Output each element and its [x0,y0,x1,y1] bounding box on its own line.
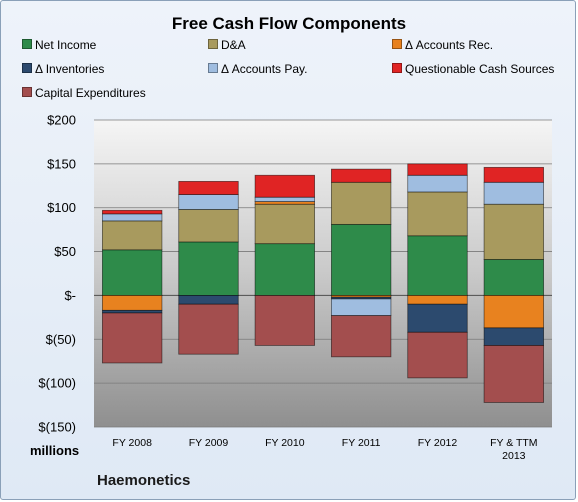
bar-segment [483,345,545,403]
legend-swatch [22,39,32,49]
legend-label: Questionable Cash Sources [405,62,555,76]
legend-swatch [392,39,402,49]
bar-segment [407,163,468,176]
bar-segment [483,295,545,329]
bar-segment [483,203,545,260]
bar-segment [254,174,316,198]
y-tick-label: $150 [47,156,76,171]
bar-segment [254,203,316,245]
bar-segment [101,220,163,251]
company-name: Haemonetics [97,472,191,489]
bar-segment [101,312,163,364]
bar-segment [407,174,468,193]
x-tick-label: FY 2008 [112,437,152,449]
legend-label: Δ Accounts Rec. [405,38,494,52]
legend-swatch [208,63,218,73]
bar-segment [407,331,468,379]
bar-segment [407,303,468,333]
legend-label: Capital Expenditures [35,86,146,100]
y-tick-label: $(50) [46,332,76,347]
bar-segment [330,315,392,358]
legend-swatch [392,63,402,73]
y-tick-label: $(150) [38,420,76,435]
bar-segment [178,303,239,355]
bar-segment [101,209,163,215]
bar-segment [178,295,239,305]
y-tick-label: $- [64,288,76,303]
bar-segment [483,166,545,183]
legend-item: Δ Accounts Rec. [392,38,493,52]
bar-segment [254,243,316,296]
y-tick-label: $200 [47,113,76,128]
legend-label: Net Income [35,38,97,52]
legend-swatch [208,39,218,49]
legend-label: D&A [221,38,246,52]
bar-segment [254,196,316,202]
chart-title: Free Cash Flow Components [171,14,407,33]
bar-segment [330,223,392,296]
y-tick-label: $(100) [38,376,76,391]
x-tick-label: FY 2010 [265,437,305,449]
units-label: millions [30,443,80,458]
legend-item: Questionable Cash Sources [392,62,554,76]
x-tick-label: FY & TTM [490,437,537,449]
bar-segment [101,249,163,296]
x-tick-label: FY 2009 [189,437,229,449]
bar-segment [101,213,163,222]
legend-item: D&A [208,38,246,52]
legend-swatch [22,87,32,97]
bar-segment [330,168,392,183]
bar-segment [178,241,239,296]
legend-item: Net Income [22,38,96,52]
bar-segment [407,235,468,296]
plot-area [94,120,552,427]
x-tick-label: 2013 [502,450,526,462]
bar-segment [330,181,392,225]
bar-segment [254,295,316,346]
bar-segment [178,180,239,195]
x-tick-label: FY 2012 [418,437,458,449]
legend-label: Δ Inventories [35,62,105,76]
y-tick-label: $50 [54,244,76,259]
bar-segment [407,295,468,305]
legend-label: Δ Accounts Pay. [221,62,308,76]
x-tick-label: FY 2011 [342,437,381,449]
legend-item: Δ Inventories [22,62,104,76]
bar-segment [483,327,545,346]
bar-segment [178,209,239,243]
bar-segment [483,259,545,296]
bar-segment [483,181,545,205]
legend-swatch [22,63,32,73]
bar-segment [330,298,392,317]
bar-segment [407,191,468,237]
legend-item: Capital Expenditures [22,86,146,100]
bar-segment [101,295,163,311]
legend-item: Δ Accounts Pay. [208,62,308,76]
bar-segment [178,194,239,210]
y-tick-label: $100 [47,200,76,215]
